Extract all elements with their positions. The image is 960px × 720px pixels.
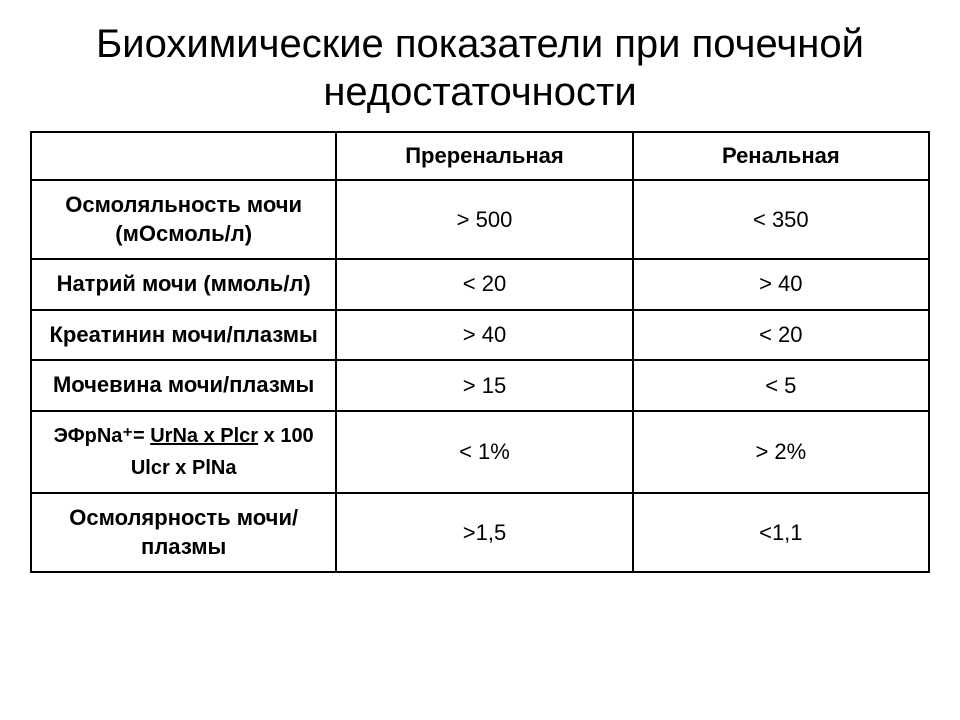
cell-renal: < 350 xyxy=(633,180,929,259)
header-prerenal: Преренальная xyxy=(336,132,632,180)
header-renal: Ренальная xyxy=(633,132,929,180)
formula-prefix: ЭФрNa⁺= xyxy=(54,425,151,447)
row-label-osmolality: Осмоляльность мочи (мОсмоль/л) xyxy=(31,180,336,259)
row-label-osmolarity: Осмолярность мочи/плазмы xyxy=(31,493,336,572)
table-row: Натрий мочи (ммоль/л) < 20 > 40 xyxy=(31,259,929,310)
cell-prerenal: < 1% xyxy=(336,411,632,493)
table-header-row: Преренальная Ренальная xyxy=(31,132,929,180)
table-row: Осмоляльность мочи (мОсмоль/л) > 500 < 3… xyxy=(31,180,929,259)
cell-prerenal: > 500 xyxy=(336,180,632,259)
row-label-urea: Мочевина мочи/плазмы xyxy=(31,360,336,411)
cell-renal: > 40 xyxy=(633,259,929,310)
cell-renal: < 20 xyxy=(633,310,929,361)
row-label-creatinine: Креатинин мочи/плазмы xyxy=(31,310,336,361)
table-row: Осмолярность мочи/плазмы >1,5 <1,1 xyxy=(31,493,929,572)
formula-underlined: UrNa x Plcr xyxy=(150,425,258,447)
row-label-sodium: Натрий мочи (ммоль/л) xyxy=(31,259,336,310)
row-label-efpna: ЭФрNa⁺= UrNa x Plcr x 100 Ulcr x PlNa xyxy=(31,411,336,493)
formula-suffix: x 100 xyxy=(258,425,314,447)
table-row: Креатинин мочи/плазмы > 40 < 20 xyxy=(31,310,929,361)
table-row: ЭФрNa⁺= UrNa x Plcr x 100 Ulcr x PlNa < … xyxy=(31,411,929,493)
cell-renal: < 5 xyxy=(633,360,929,411)
formula-line2: Ulcr x PlNa xyxy=(40,454,327,482)
cell-renal: > 2% xyxy=(633,411,929,493)
cell-renal: <1,1 xyxy=(633,493,929,572)
header-empty xyxy=(31,132,336,180)
cell-prerenal: > 15 xyxy=(336,360,632,411)
cell-prerenal: < 20 xyxy=(336,259,632,310)
cell-prerenal: > 40 xyxy=(336,310,632,361)
biochem-table: Преренальная Ренальная Осмоляльность моч… xyxy=(30,131,930,573)
table-row: Мочевина мочи/плазмы > 15 < 5 xyxy=(31,360,929,411)
cell-prerenal: >1,5 xyxy=(336,493,632,572)
page-title: Биохимические показатели при почечной не… xyxy=(30,20,930,116)
